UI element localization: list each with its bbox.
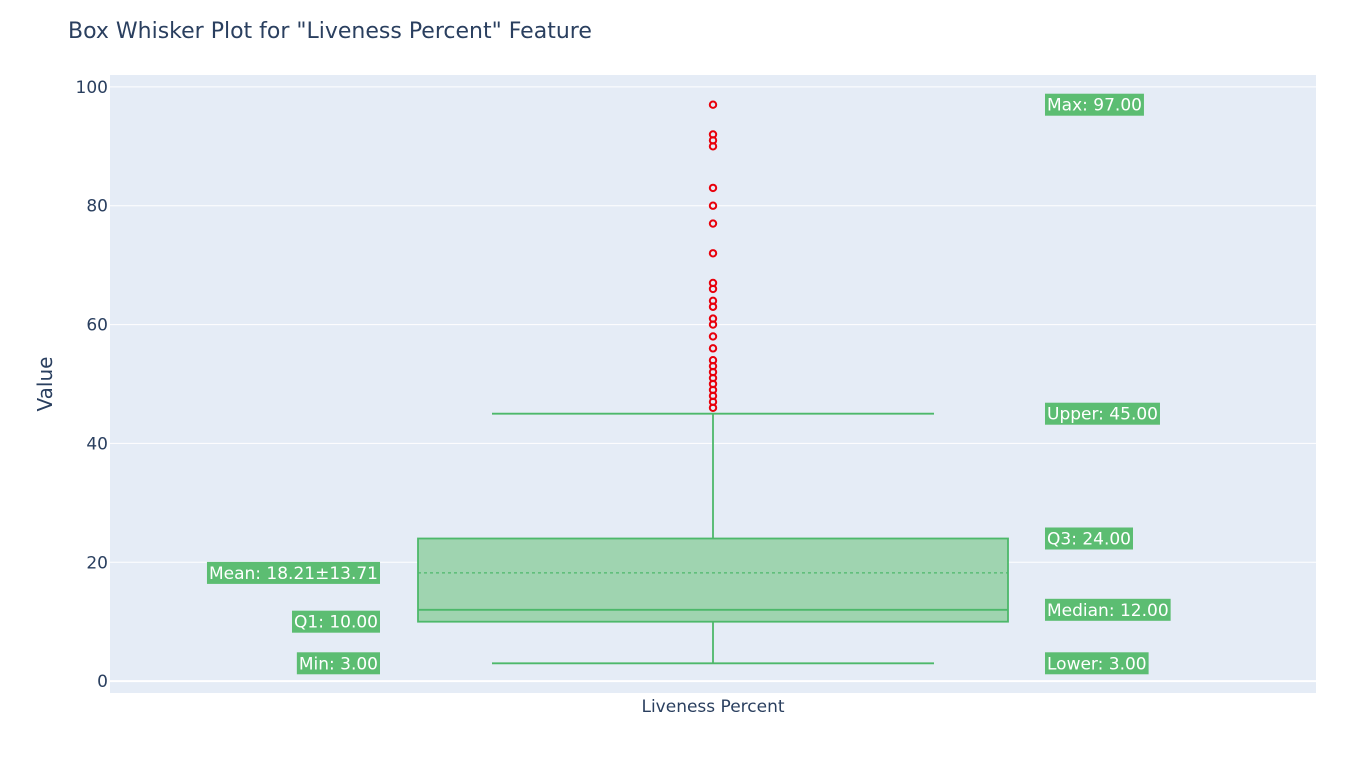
iqr-box	[417, 537, 1009, 623]
annotation-label: Upper: 45.00	[1047, 405, 1158, 425]
annotation-box	[1045, 402, 1160, 425]
annotation: Max: 97.00	[1045, 93, 1144, 116]
annotation-label: Q3: 24.00	[1047, 530, 1131, 550]
annotation-label: Q1: 10.00	[294, 613, 378, 633]
y-tick-label: 20	[86, 553, 108, 573]
annotation-box	[1045, 652, 1149, 675]
outlier-point	[708, 332, 718, 341]
outlier-point	[708, 130, 718, 139]
outlier-point	[708, 249, 718, 258]
annotation: Mean: 18.21±13.71	[206, 561, 380, 584]
y-axis-title: Value	[33, 357, 57, 412]
y-tick-label: 80	[86, 197, 108, 217]
annotation-box	[1045, 527, 1133, 550]
box-group	[417, 412, 1009, 665]
y-tick-label: 40	[86, 434, 108, 454]
outlier-point	[708, 183, 718, 193]
annotation: Median: 12.00	[1045, 598, 1171, 621]
chart-title: Box Whisker Plot for "Liveness Percent" …	[68, 19, 592, 44]
outlier-point	[708, 356, 718, 365]
outlier-point	[708, 219, 718, 228]
x-category-label: Liveness Percent	[641, 697, 784, 717]
outlier-point	[708, 296, 718, 306]
y-tick-labels: 0 20 40 60 80 100	[76, 78, 108, 692]
annotation: Q1: 10.00	[292, 610, 380, 633]
y-tick-label: 100	[76, 78, 108, 98]
annotation-label: Lower: 3.00	[1047, 654, 1147, 674]
annotation: Min: 3.00	[296, 652, 380, 675]
outlier-point	[708, 314, 718, 323]
outlier-points	[708, 100, 718, 412]
outlier-point	[708, 344, 718, 353]
annotation: Lower: 3.00	[1045, 652, 1149, 675]
annotation-box	[1045, 93, 1144, 116]
annotation-label: Mean: 18.21±13.71	[209, 564, 378, 584]
outlier-point	[708, 278, 718, 288]
annotation-box	[296, 652, 380, 675]
annotation-box	[1045, 598, 1171, 621]
annotation-label: Median: 12.00	[1047, 601, 1169, 621]
annotation-box	[292, 610, 380, 633]
y-tick-label: 0	[97, 672, 108, 692]
annotation-label: Min: 3.00	[299, 654, 378, 674]
annotation: Q3: 24.00	[1045, 527, 1133, 550]
outlier-point	[708, 201, 718, 210]
annotation-label: Max: 97.00	[1047, 96, 1142, 116]
stat-annotations: Mean: 18.21±13.71 Q1: 10.00 Min: 3.00 Max: …	[206, 93, 1171, 675]
annotation: Upper: 45.00	[1045, 402, 1160, 425]
y-tick-label: 60	[86, 316, 108, 336]
outlier-point	[708, 100, 718, 109]
annotation-box	[206, 561, 380, 584]
